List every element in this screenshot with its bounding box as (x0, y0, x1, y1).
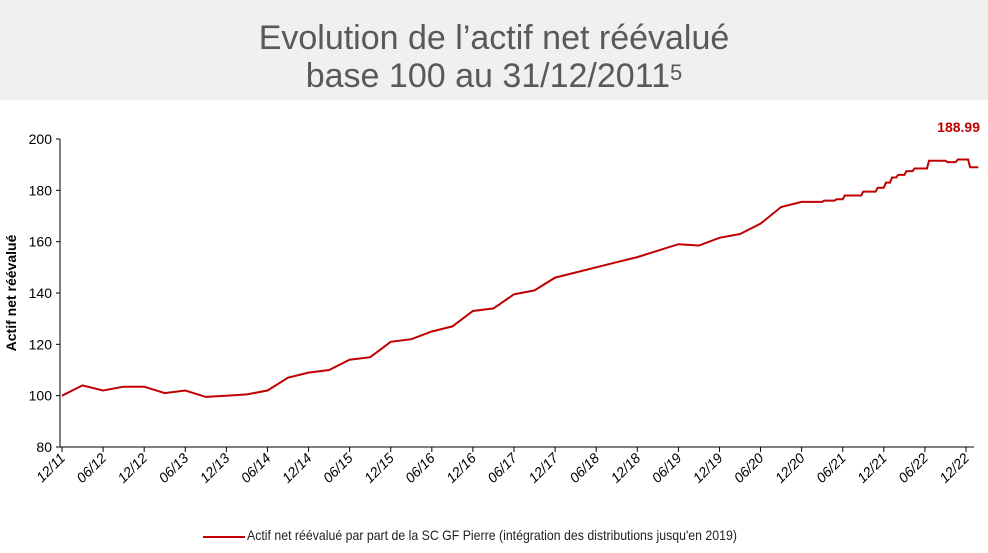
x-tick-label: 06/22 (895, 450, 931, 486)
x-tick-label: 06/14 (237, 450, 273, 486)
y-tick-label: 80 (36, 439, 52, 455)
chart-title-line-2: base 100 au 31/12/20115 (0, 56, 988, 96)
x-tick-label: 12/18 (607, 450, 643, 486)
x-tick-label: 12/17 (525, 449, 562, 486)
x-tick-label: 06/13 (155, 450, 191, 486)
y-tick-label: 160 (29, 234, 53, 250)
y-tick-label: 140 (29, 285, 53, 301)
x-tick-label: 12/20 (772, 450, 808, 486)
x-tick-label: 12/15 (361, 450, 397, 486)
x-tick-label: 06/17 (484, 449, 521, 486)
x-tick-label: 12/13 (196, 450, 232, 486)
x-tick-label: 06/20 (731, 450, 767, 486)
x-tick-label: 12/16 (443, 450, 479, 486)
x-tick-label: 06/16 (402, 450, 438, 486)
y-tick-label: 180 (29, 182, 53, 198)
x-tick-label: 06/19 (648, 450, 684, 486)
chart-title-text: base 100 au 31/12/2011 (305, 57, 670, 95)
y-tick-label: 200 (29, 131, 53, 147)
footnote-superscript: 5 (670, 60, 683, 85)
x-tick-label: 12/19 (689, 450, 725, 486)
chart-legend: Actif net réévalué par part de la SC GF … (0, 524, 988, 548)
y-tick-label: 100 (29, 388, 53, 404)
x-tick-label: 06/12 (73, 450, 109, 486)
x-tick-label: 12/21 (854, 450, 890, 486)
y-tick-label: 120 (29, 336, 53, 352)
x-tick-label: 12/11 (33, 450, 68, 485)
x-tick-label: 06/18 (566, 450, 602, 486)
y-axis-title: Actif net réévalué (3, 234, 19, 351)
x-tick-label: 12/14 (279, 450, 315, 486)
legend-series-swatch (203, 536, 245, 538)
legend-series-label: Actif net réévalué par part de la SC GF … (247, 527, 737, 543)
chart-title-line-1: Evolution de l’actif net réévalué (258, 19, 730, 57)
x-tick-label: 06/21 (813, 450, 849, 486)
chart-header: Evolution de l’actif net réévalué base 1… (0, 0, 988, 100)
x-tick-label: 12/22 (936, 450, 972, 486)
x-tick-label: 06/15 (320, 450, 356, 486)
x-tick-label: 12/12 (114, 450, 150, 486)
series-line (61, 158, 979, 398)
final-value-label: 188.99 (937, 119, 980, 135)
